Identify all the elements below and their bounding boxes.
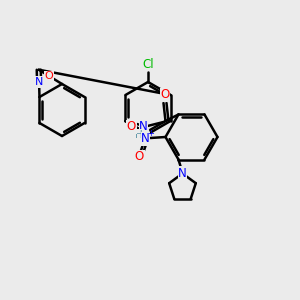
Text: O: O	[127, 121, 136, 134]
Text: N: N	[141, 133, 150, 146]
Text: +: +	[147, 130, 154, 139]
Text: H: H	[135, 130, 142, 140]
Text: O: O	[45, 71, 54, 81]
Text: O: O	[135, 151, 144, 164]
Text: N: N	[178, 167, 187, 180]
Text: N: N	[178, 167, 187, 180]
Text: O: O	[160, 88, 169, 101]
Text: Cl: Cl	[142, 58, 154, 70]
Text: N: N	[35, 77, 43, 87]
Text: N: N	[139, 119, 148, 133]
